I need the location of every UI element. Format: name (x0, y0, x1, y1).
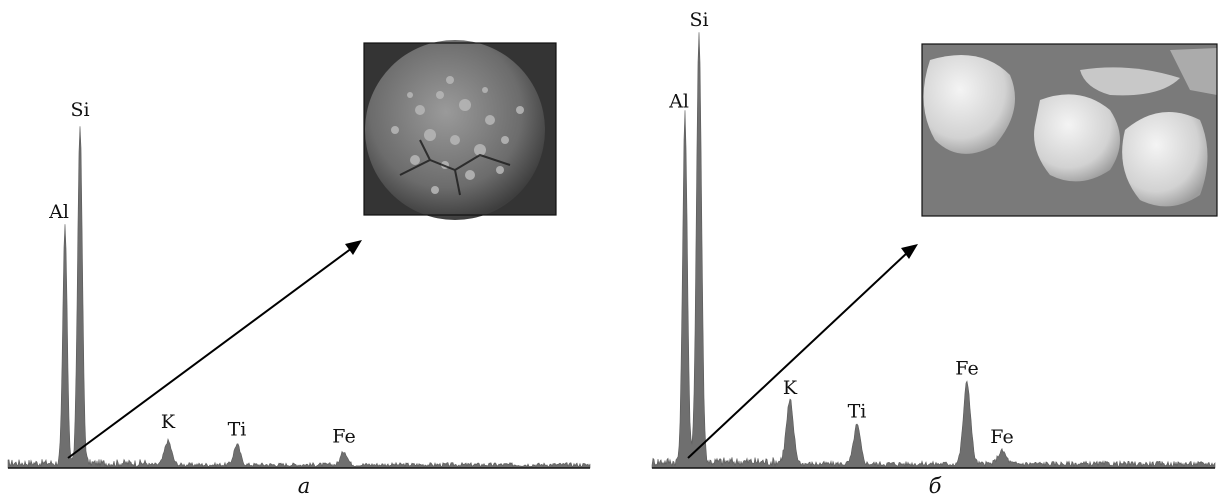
arrowhead-a (345, 240, 362, 255)
peak-label-fe: Fe (955, 357, 978, 379)
micrograph-inset-a (363, 40, 557, 220)
peak-label-al: Al (48, 201, 69, 223)
spectrum-b (651, 32, 1216, 469)
peak-label-si: Si (70, 99, 89, 121)
peak-label-fe: Fe (332, 425, 355, 447)
panel-b: Al Si K Ti Fe Fe б (651, 9, 1218, 498)
peak-label-fe-secondary: Fe (990, 426, 1013, 448)
peak-label-si: Si (689, 9, 708, 31)
panel-caption-b: б (929, 474, 942, 498)
peak-label-k: K (783, 377, 798, 399)
peak-label-k: K (161, 411, 176, 433)
pointer-arrow-b (687, 251, 909, 459)
arrowhead-b (901, 244, 918, 259)
peak-label-ti: Ti (228, 419, 247, 441)
pointer-arrow-a (67, 247, 353, 459)
peak-label-al: Al (668, 91, 689, 113)
panel-caption-a: а (298, 474, 311, 498)
micrograph-inset-b (921, 43, 1218, 217)
spectrum-a (7, 126, 591, 469)
panel-a: Al Si K Ti Fe а (7, 40, 591, 498)
peak-label-ti: Ti (848, 400, 867, 422)
